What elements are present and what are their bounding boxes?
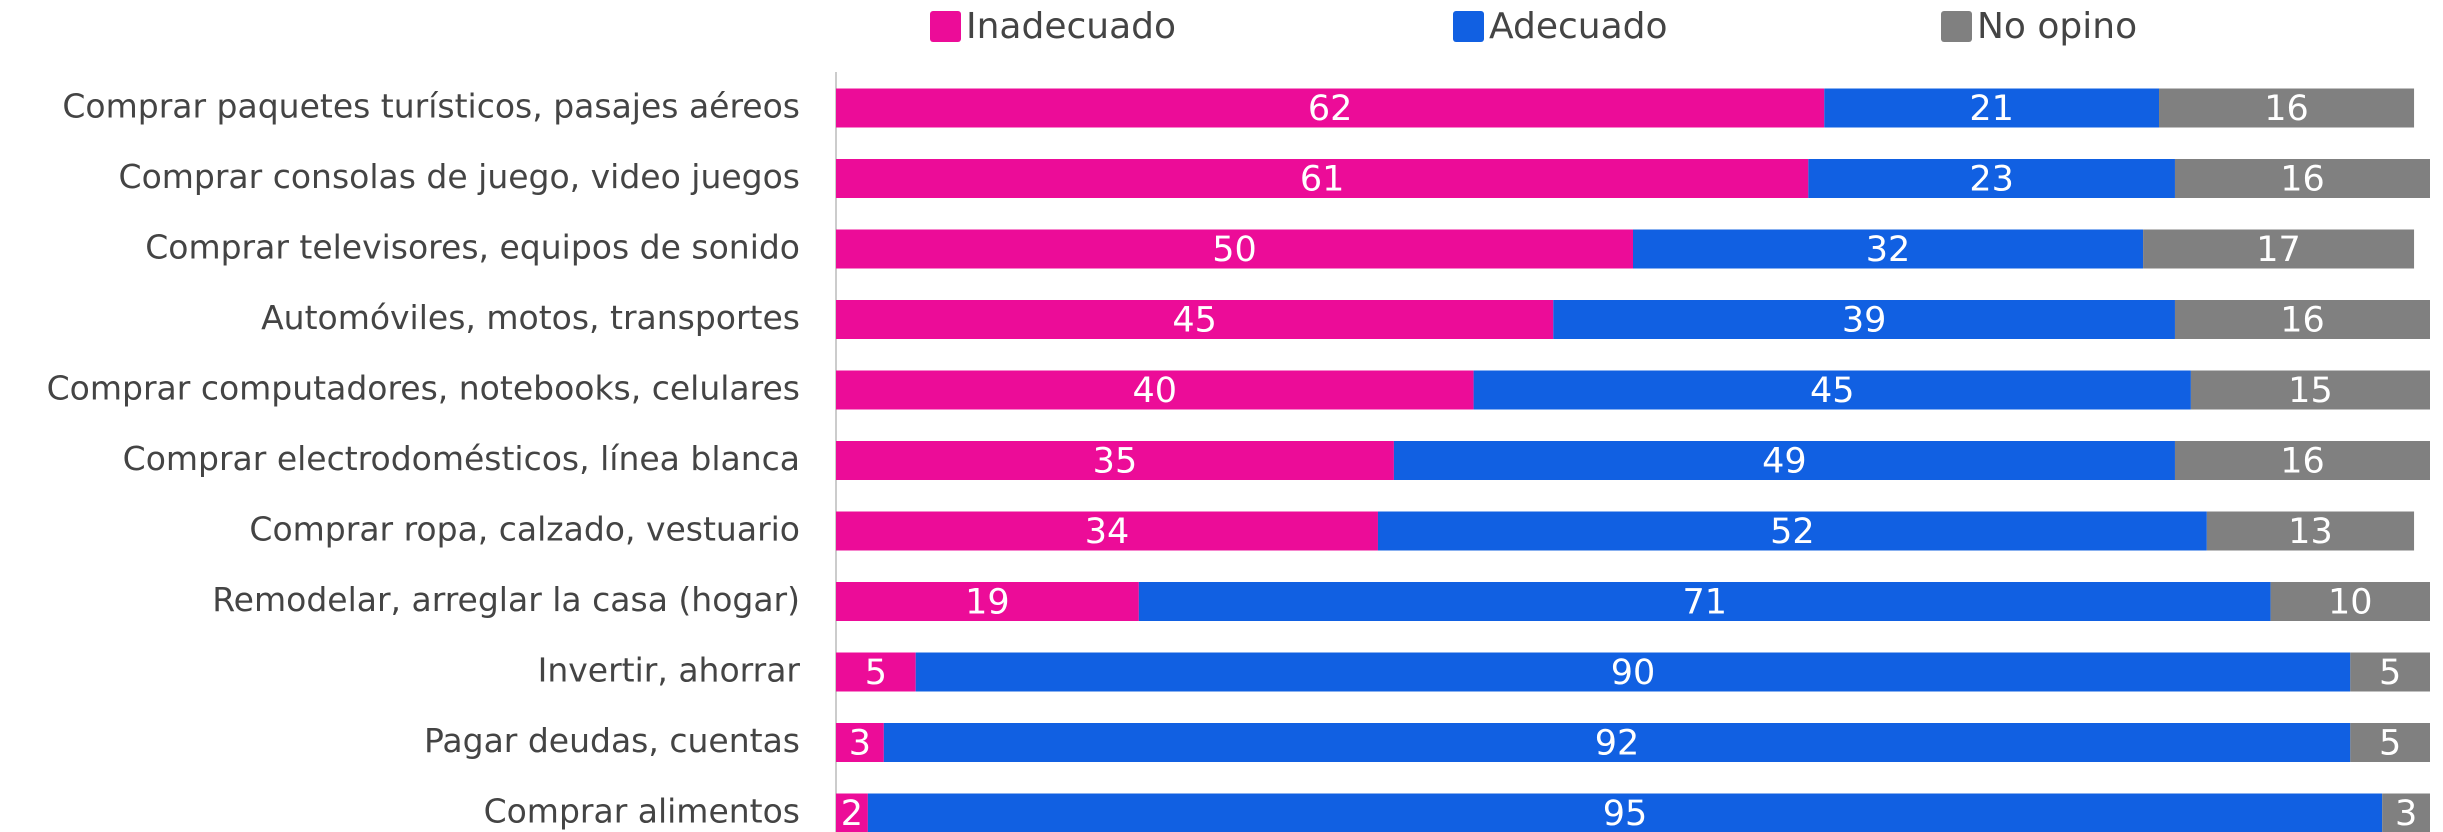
bar-segment (883, 723, 2351, 762)
bar-segment (867, 793, 2383, 832)
value-label: 19 (965, 583, 1010, 623)
bar-segment (915, 652, 2351, 692)
value-label: 62 (1308, 89, 1353, 129)
value-label: 3 (849, 724, 871, 764)
bar-segment (836, 370, 1474, 410)
category-label: Comprar computadores, notebooks, celular… (47, 369, 800, 408)
bar-segment (1377, 511, 2207, 551)
value-label: 10 (2328, 583, 2373, 623)
legend-swatch (1941, 11, 1972, 42)
category-label: Invertir, ahorrar (538, 651, 801, 690)
value-label: 16 (2280, 301, 2325, 341)
value-label: 50 (1212, 230, 1257, 270)
value-label: 21 (1969, 89, 2014, 129)
value-label: 45 (1172, 301, 1217, 341)
bar-segment (1633, 229, 2144, 269)
legend-label: Inadecuado (966, 6, 1176, 47)
value-label: 5 (2379, 724, 2401, 764)
bar-segment (836, 652, 916, 692)
value-label: 5 (865, 653, 887, 693)
value-label: 2 (841, 794, 863, 832)
bar-segment (836, 793, 868, 832)
legend-swatch (930, 11, 961, 42)
category-label: Comprar electrodomésticos, línea blanca (123, 439, 800, 478)
category-label: Comprar alimentos (484, 792, 800, 831)
legend-swatch (1453, 11, 1484, 42)
value-label: 61 (1300, 160, 1345, 200)
legend-label: Adecuado (1489, 6, 1668, 47)
value-label: 16 (2280, 160, 2325, 200)
value-label: 15 (2288, 371, 2333, 411)
value-label: 39 (1842, 301, 1887, 341)
category-label: Comprar paquetes turísticos, pasajes aér… (62, 87, 800, 126)
value-label: 35 (1093, 442, 1138, 482)
legend-label: No opino (1977, 6, 2137, 47)
bar-segment (1808, 159, 2175, 198)
value-label: 49 (1762, 442, 1807, 482)
bar-segment (2382, 793, 2430, 832)
value-label: 13 (2288, 512, 2333, 552)
bar-segment (1393, 441, 2175, 480)
category-label: Comprar televisores, equipos de sonido (145, 228, 800, 267)
bar-segment (1138, 582, 2271, 621)
bar-segment (1473, 370, 2191, 410)
bar-segment (836, 511, 1378, 551)
bar-segment (836, 441, 1394, 480)
value-label: 95 (1603, 794, 1648, 832)
value-label: 23 (1969, 160, 2014, 200)
value-label: 5 (2379, 653, 2401, 693)
value-label: 45 (1810, 371, 1855, 411)
bar-segment (836, 229, 1633, 269)
bar-segment (836, 582, 1139, 621)
value-label: 90 (1611, 653, 1656, 693)
bar-segment (836, 723, 884, 762)
bar-segment (2190, 370, 2430, 410)
category-label: Comprar consolas de juego, video juegos (119, 157, 800, 196)
category-label: Pagar deudas, cuentas (424, 721, 800, 760)
value-label: 34 (1085, 512, 1130, 552)
bar-segment (2174, 300, 2430, 339)
value-label: 40 (1133, 371, 1178, 411)
value-label: 52 (1770, 512, 1815, 552)
value-label: 3 (2395, 794, 2417, 832)
value-label: 16 (2280, 442, 2325, 482)
bar-segment (2174, 159, 2430, 198)
value-label: 16 (2264, 89, 2309, 129)
bar-segment (1824, 88, 2160, 128)
bar-segment (836, 88, 1825, 128)
category-label: Remodelar, arreglar la casa (hogar) (212, 580, 800, 619)
bar-segment (2143, 229, 2415, 269)
bar-segment (2174, 441, 2430, 480)
bar-segment (1553, 300, 2175, 339)
bar-segment (2350, 652, 2430, 692)
bar-segment (2350, 723, 2430, 762)
category-label: Automóviles, motos, transportes (261, 298, 800, 337)
bar-segment (2270, 582, 2430, 621)
bar-segment (836, 300, 1554, 339)
bar-segment (836, 159, 1809, 198)
bar-segment (2159, 88, 2415, 128)
value-label: 32 (1866, 230, 1911, 270)
value-label: 17 (2256, 230, 2301, 270)
bar-segment (2206, 511, 2415, 551)
category-label: Comprar ropa, calzado, vestuario (249, 510, 800, 549)
value-label: 92 (1595, 724, 1640, 764)
value-label: 71 (1682, 583, 1727, 623)
